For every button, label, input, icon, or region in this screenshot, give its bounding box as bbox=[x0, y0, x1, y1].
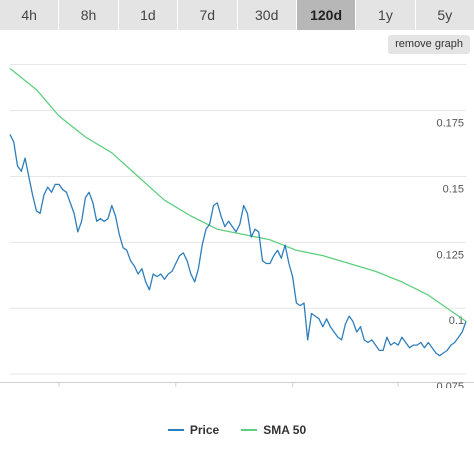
time-range-selector: 4h 8h 1d 7d 30d 120d 1y 5y bbox=[0, 0, 474, 30]
legend-item-price[interactable]: Price bbox=[167, 423, 220, 437]
range-tab-1d[interactable]: 1d bbox=[118, 0, 179, 30]
legend-swatch bbox=[241, 429, 258, 431]
y-tick-label: 0.175 bbox=[436, 118, 464, 130]
legend-label: Price bbox=[189, 423, 220, 437]
x-axis-ticks: Dec '25Jan '26Feb '26Mar '26 bbox=[58, 382, 399, 387]
y-tick-label: 0.125 bbox=[436, 249, 464, 261]
y-tick-label: 0.15 bbox=[443, 184, 464, 196]
legend-item-sma-50[interactable]: SMA 50 bbox=[241, 423, 306, 437]
range-tab-120d[interactable]: 120d bbox=[296, 0, 357, 30]
legend-label: SMA 50 bbox=[263, 423, 307, 437]
series-line-price bbox=[9, 134, 467, 357]
y-tick-label: 0.075 bbox=[436, 381, 464, 388]
series-line-sma-50 bbox=[9, 67, 467, 322]
remove-graph-button[interactable]: remove graph bbox=[388, 35, 470, 54]
range-tab-8h[interactable]: 8h bbox=[59, 0, 119, 30]
range-tab-4h[interactable]: 4h bbox=[0, 0, 60, 30]
price-chart: 0.075 0.1 0.125 0.15 0.175 Dec '25Jan '26Feb… bbox=[0, 64, 474, 388]
series-lines bbox=[9, 67, 467, 357]
chart-legend: Price SMA 50 bbox=[0, 421, 474, 439]
grid-lines bbox=[0, 64, 474, 383]
y-tick-label: 0.1 bbox=[449, 315, 464, 327]
range-tab-30d[interactable]: 30d bbox=[237, 0, 297, 30]
legend-swatch bbox=[167, 429, 184, 431]
y-axis-ticks: 0.075 0.1 0.125 0.15 0.175 bbox=[436, 118, 464, 388]
range-tab-7d[interactable]: 7d bbox=[178, 0, 238, 30]
range-tab-1y[interactable]: 1y bbox=[356, 0, 416, 30]
range-tab-5y[interactable]: 5y bbox=[415, 0, 474, 30]
